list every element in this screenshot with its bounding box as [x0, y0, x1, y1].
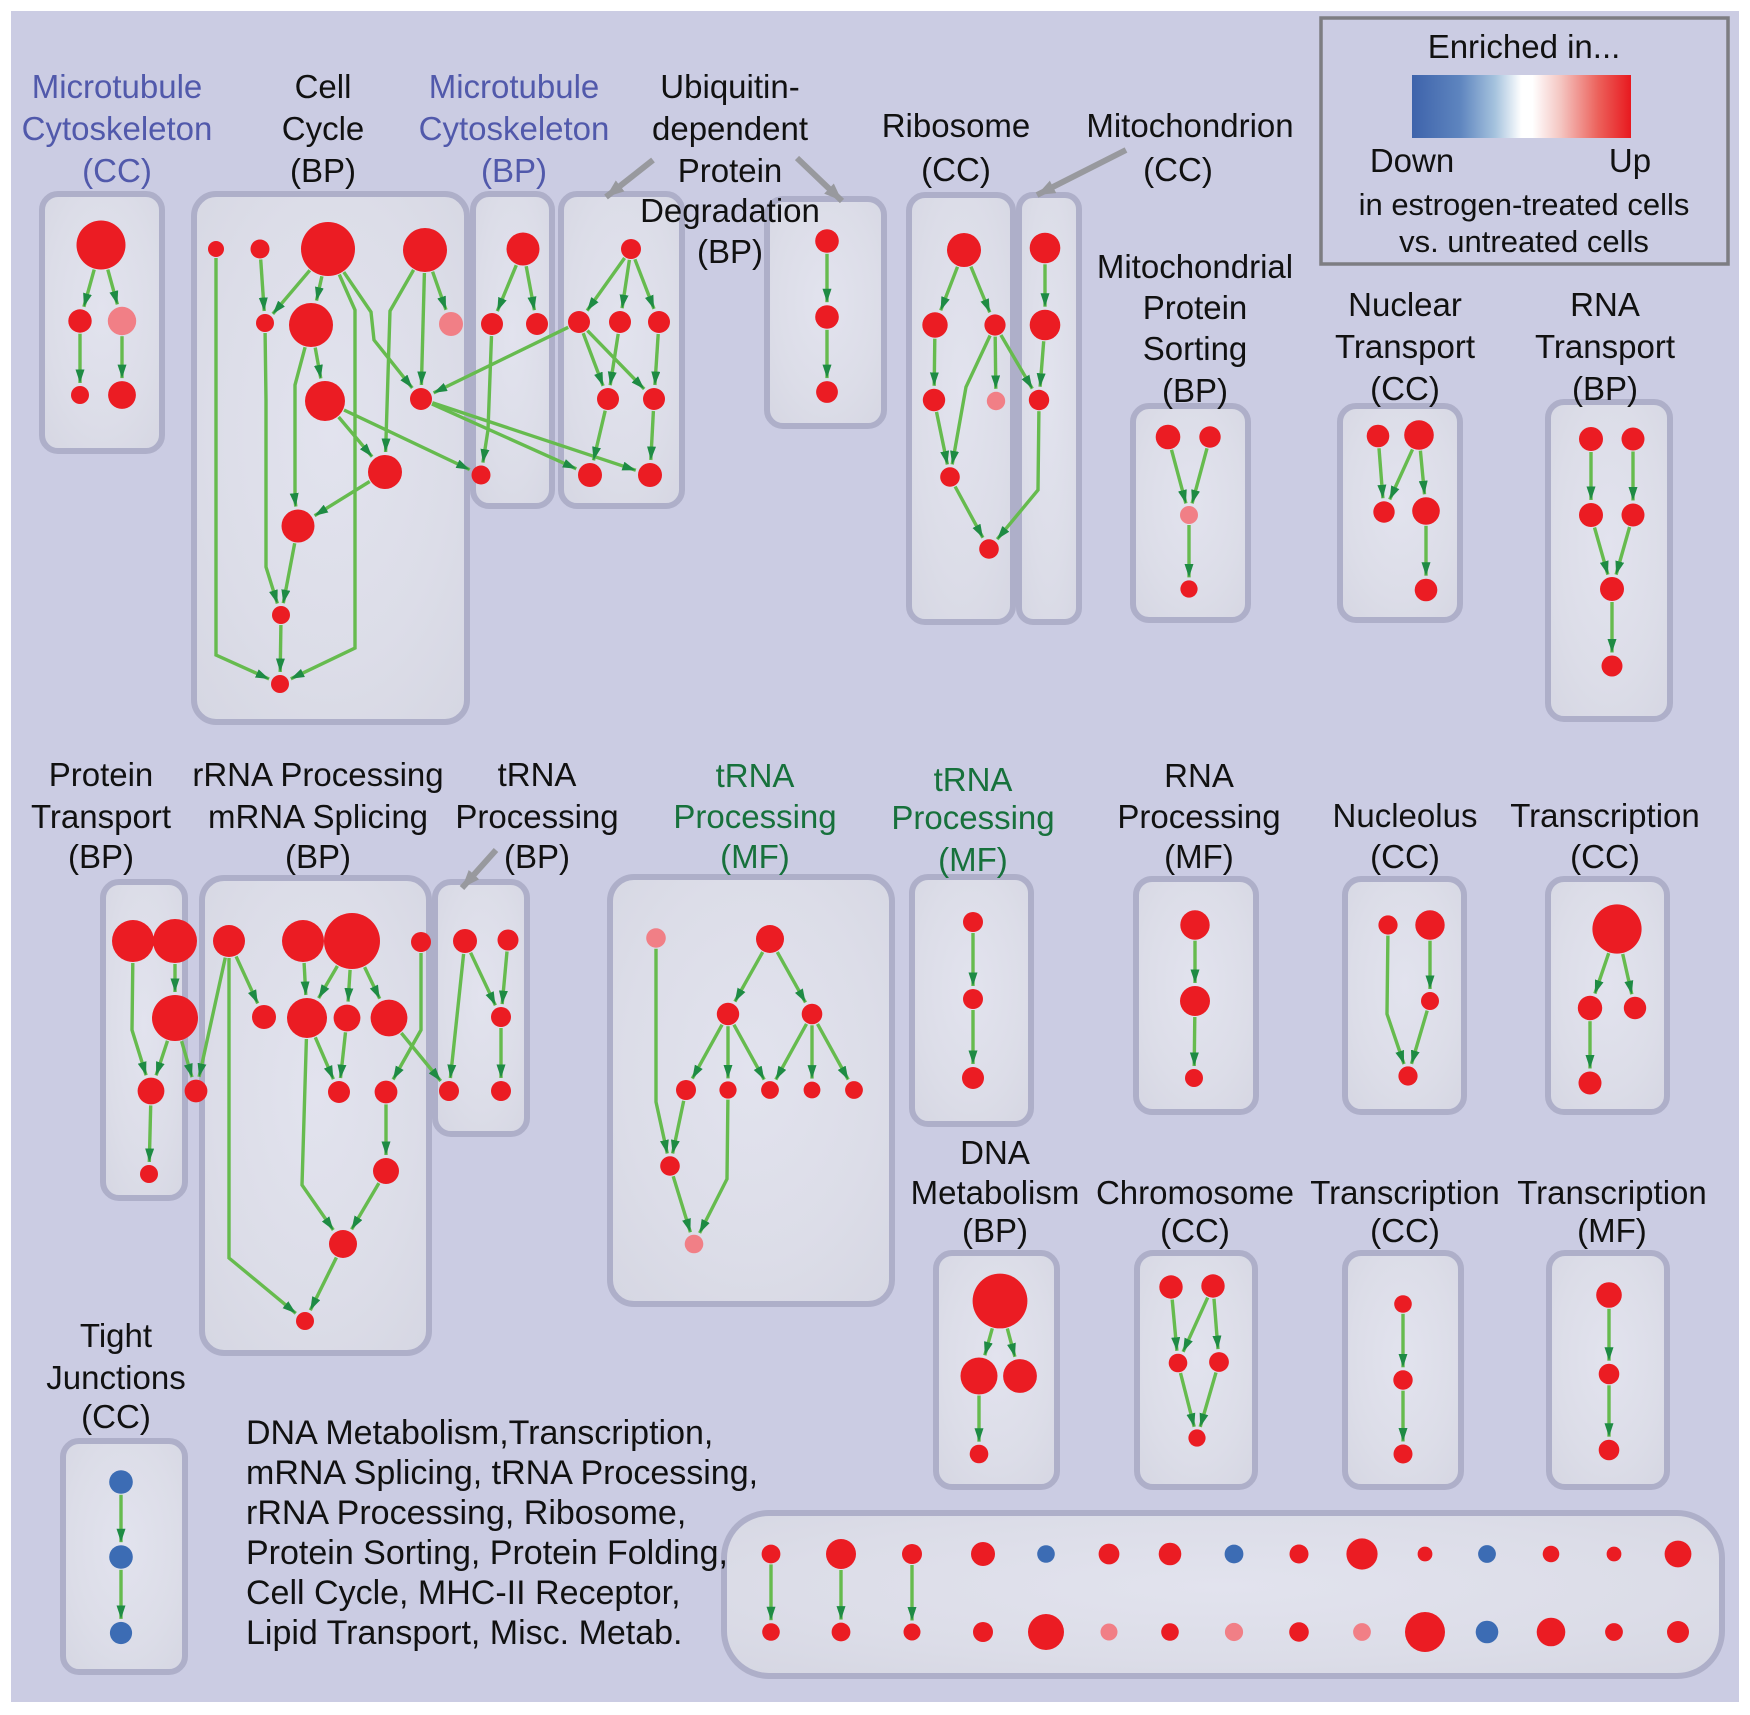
svg-text:tRNA: tRNA: [934, 761, 1013, 798]
svg-text:Transcription: Transcription: [1510, 797, 1700, 834]
svg-text:Mitochondrion: Mitochondrion: [1086, 107, 1293, 144]
svg-text:Junctions: Junctions: [46, 1359, 185, 1396]
svg-text:Cytoskeleton: Cytoskeleton: [22, 110, 213, 147]
svg-text:Transport: Transport: [31, 798, 171, 835]
svg-text:Tight: Tight: [80, 1317, 152, 1354]
svg-text:DNA Metabolism,Transcription,: DNA Metabolism,Transcription,: [246, 1414, 713, 1452]
svg-text:(BP): (BP): [697, 233, 763, 270]
svg-text:(CC): (CC): [82, 152, 152, 189]
svg-text:Lipid Transport, Misc. Metab.: Lipid Transport, Misc. Metab.: [246, 1614, 683, 1652]
svg-text:Protein Sorting, Protein Foldi: Protein Sorting, Protein Folding,: [246, 1534, 728, 1572]
svg-text:(MF): (MF): [720, 838, 790, 875]
svg-text:(BP): (BP): [481, 152, 547, 189]
svg-text:rRNA Processing, Ribosome,: rRNA Processing, Ribosome,: [246, 1494, 686, 1532]
svg-text:Microtubule: Microtubule: [32, 68, 203, 105]
svg-text:RNA: RNA: [1164, 757, 1234, 794]
svg-text:Ubiquitin-: Ubiquitin-: [660, 68, 799, 105]
svg-text:Microtubule: Microtubule: [429, 68, 600, 105]
svg-text:Ribosome: Ribosome: [882, 107, 1031, 144]
svg-text:Cell: Cell: [295, 68, 352, 105]
svg-text:(CC): (CC): [1143, 151, 1213, 188]
svg-text:Protein: Protein: [1143, 289, 1248, 326]
svg-text:Processing: Processing: [891, 799, 1054, 836]
svg-text:Processing: Processing: [455, 798, 618, 835]
svg-text:dependent: dependent: [652, 110, 808, 147]
svg-text:Chromosome: Chromosome: [1096, 1174, 1294, 1211]
svg-text:Metabolism: Metabolism: [911, 1174, 1080, 1211]
svg-text:Up: Up: [1609, 142, 1651, 179]
svg-text:(BP): (BP): [68, 838, 134, 875]
svg-text:(MF): (MF): [1164, 838, 1234, 875]
svg-text:Nucleolus: Nucleolus: [1333, 797, 1478, 834]
svg-text:Sorting: Sorting: [1143, 330, 1248, 367]
svg-text:Mitochondrial: Mitochondrial: [1097, 248, 1293, 285]
svg-text:Nuclear: Nuclear: [1348, 286, 1462, 323]
svg-text:Degradation: Degradation: [640, 192, 820, 229]
svg-text:RNA: RNA: [1570, 286, 1640, 323]
svg-text:vs. untreated cells: vs. untreated cells: [1399, 224, 1649, 259]
svg-text:in estrogen-treated cells: in estrogen-treated cells: [1359, 187, 1690, 222]
svg-text:(BP): (BP): [285, 838, 351, 875]
svg-text:(CC): (CC): [1370, 370, 1440, 407]
svg-text:Transcription: Transcription: [1517, 1174, 1707, 1211]
svg-text:(BP): (BP): [1572, 370, 1638, 407]
svg-text:Transcription: Transcription: [1310, 1174, 1500, 1211]
svg-text:(MF): (MF): [938, 841, 1008, 878]
svg-text:(CC): (CC): [1370, 1212, 1440, 1249]
svg-text:(CC): (CC): [921, 151, 991, 188]
svg-text:Enriched in...: Enriched in...: [1428, 28, 1621, 65]
svg-text:(CC): (CC): [1160, 1212, 1230, 1249]
svg-text:tRNA: tRNA: [498, 756, 577, 793]
svg-text:Protein: Protein: [49, 756, 154, 793]
svg-text:Down: Down: [1370, 142, 1454, 179]
svg-text:rRNA Processing: rRNA Processing: [192, 756, 443, 793]
svg-text:(BP): (BP): [962, 1212, 1028, 1249]
svg-text:(BP): (BP): [290, 152, 356, 189]
svg-text:(CC): (CC): [81, 1398, 151, 1435]
svg-text:(BP): (BP): [504, 838, 570, 875]
svg-text:Transport: Transport: [1535, 328, 1675, 365]
svg-text:Cytoskeleton: Cytoskeleton: [419, 110, 610, 147]
svg-text:(MF): (MF): [1577, 1212, 1647, 1249]
svg-text:(BP): (BP): [1162, 372, 1228, 409]
svg-text:mRNA Splicing: mRNA Splicing: [208, 798, 428, 835]
svg-text:tRNA: tRNA: [716, 757, 795, 794]
svg-text:(CC): (CC): [1570, 838, 1640, 875]
svg-text:(CC): (CC): [1370, 838, 1440, 875]
svg-text:Transport: Transport: [1335, 328, 1475, 365]
svg-text:Processing: Processing: [673, 798, 836, 835]
svg-text:mRNA Splicing, tRNA Processing: mRNA Splicing, tRNA Processing,: [246, 1454, 758, 1492]
svg-text:Cell Cycle, MHC-II Receptor,: Cell Cycle, MHC-II Receptor,: [246, 1574, 681, 1612]
svg-text:Protein: Protein: [678, 152, 783, 189]
svg-text:DNA: DNA: [960, 1134, 1030, 1171]
svg-text:Processing: Processing: [1117, 798, 1280, 835]
svg-text:Cycle: Cycle: [282, 110, 365, 147]
